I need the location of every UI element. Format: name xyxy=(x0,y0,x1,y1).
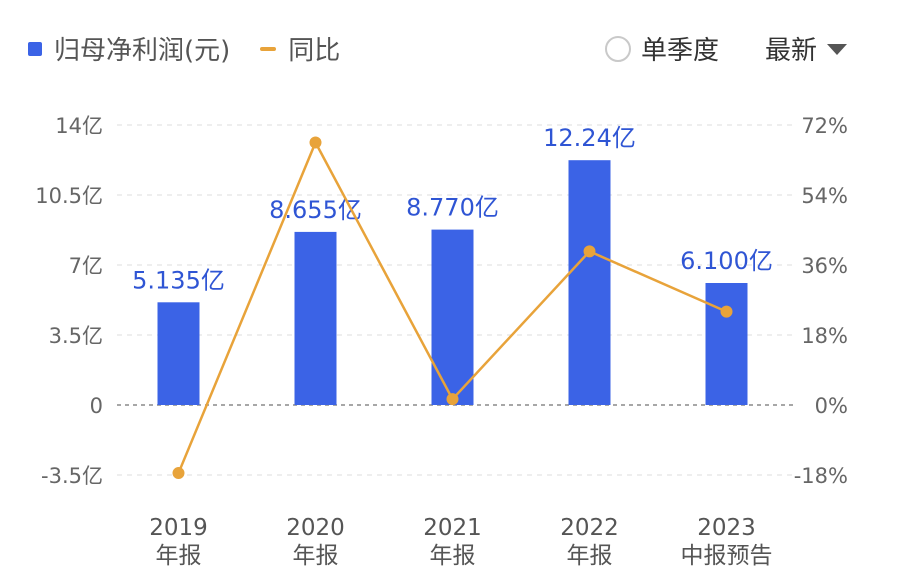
line-swatch-icon xyxy=(260,46,277,51)
yoy-point xyxy=(172,467,185,480)
x-category-label: 2022 xyxy=(560,515,619,541)
bar xyxy=(705,283,748,405)
y-right-tick-label: 72% xyxy=(801,114,848,138)
x-category-label: 中报预告 xyxy=(681,543,773,569)
x-category-label: 2020 xyxy=(286,515,345,541)
x-category-label: 2023 xyxy=(697,515,756,541)
y-right-tick-label: 0% xyxy=(815,394,848,418)
y-left-tick-label: 7亿 xyxy=(69,254,103,278)
period-dropdown[interactable]: 最新 xyxy=(765,30,848,67)
bar-swatch-icon xyxy=(28,41,42,56)
caret-down-icon xyxy=(827,44,848,55)
yoy-point xyxy=(583,245,596,258)
quarter-toggle-label: 单季度 xyxy=(641,36,720,66)
yoy-point xyxy=(309,136,322,149)
legend-label-yoy: 同比 xyxy=(288,36,341,66)
x-category-label: 年报 xyxy=(430,543,476,569)
y-left-tick-label: -3.5亿 xyxy=(41,464,103,488)
bar xyxy=(157,302,200,405)
y-right-tick-label: 36% xyxy=(801,254,848,278)
bar-value-label: 12.24亿 xyxy=(543,124,636,152)
x-category-label: 2021 xyxy=(423,515,482,541)
bar xyxy=(431,229,474,405)
bar xyxy=(568,160,611,405)
y-right-tick-label: -18% xyxy=(794,464,848,488)
legend-item-net-profit[interactable]: 归母净利润(元) xyxy=(28,30,230,67)
y-right-tick-label: 18% xyxy=(801,324,848,348)
y-left-tick-label: 10.5亿 xyxy=(35,184,103,208)
yoy-point xyxy=(446,393,459,406)
quarter-toggle[interactable]: 单季度 xyxy=(605,30,719,67)
bar xyxy=(294,231,337,405)
legend: 归母净利润(元) 同比 xyxy=(28,30,370,67)
y-right-tick-label: 54% xyxy=(801,184,848,208)
bar-value-label: 8.770亿 xyxy=(406,194,499,222)
y-left-tick-label: 14亿 xyxy=(55,114,103,138)
y-left-tick-label: 3.5亿 xyxy=(49,324,103,348)
yoy-point xyxy=(720,305,733,318)
x-category-label: 年报 xyxy=(156,543,202,569)
x-category-label: 年报 xyxy=(567,543,613,569)
x-category-label: 年报 xyxy=(293,543,339,569)
bar-value-label: 5.135亿 xyxy=(132,266,225,294)
radio-icon[interactable] xyxy=(605,35,631,62)
legend-item-yoy[interactable]: 同比 xyxy=(260,30,340,67)
y-left-tick-label: 0 xyxy=(90,394,103,418)
chart-header: 归母净利润(元) 同比 单季度 最新 xyxy=(0,0,900,90)
x-category-label: 2019 xyxy=(149,515,208,541)
period-dropdown-label: 最新 xyxy=(765,36,818,66)
legend-label-net-profit: 归母净利润(元) xyxy=(54,36,231,66)
bar-value-label: 6.100亿 xyxy=(680,247,773,275)
